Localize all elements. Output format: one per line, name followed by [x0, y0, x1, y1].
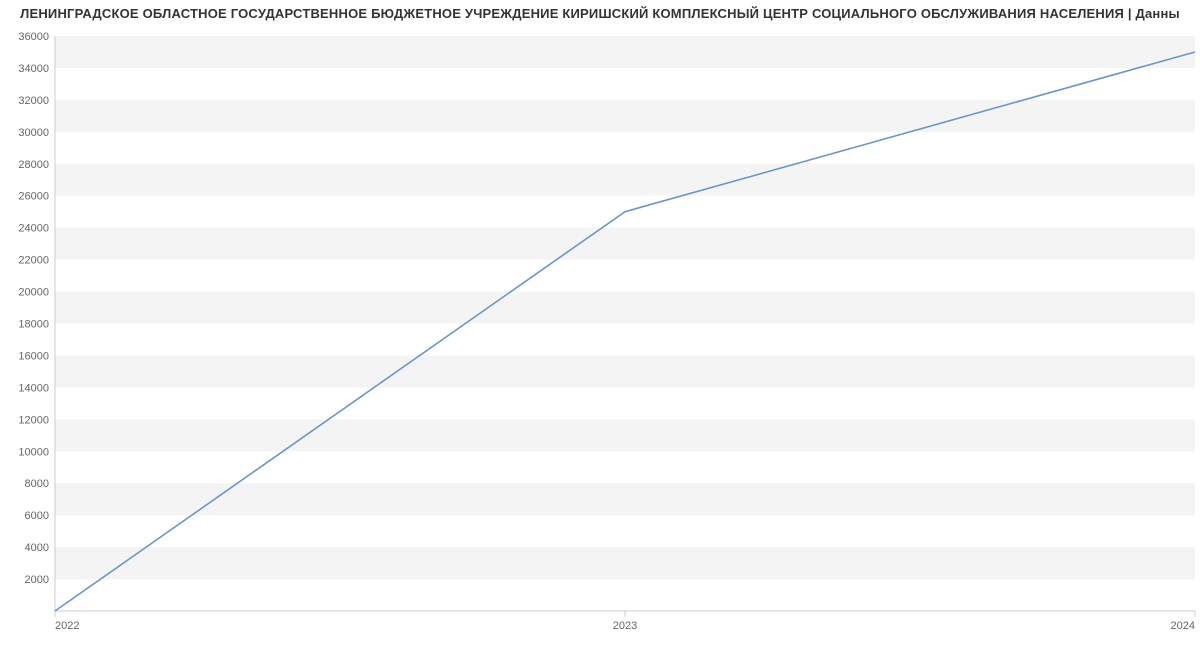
y-tick-label: 6000	[25, 510, 49, 522]
y-tick-label: 36000	[18, 31, 49, 43]
grid-band	[55, 164, 1195, 196]
data-series-line	[55, 52, 1195, 611]
grid-band	[55, 419, 1195, 451]
y-tick-label: 26000	[18, 191, 49, 203]
y-tick-label: 2000	[25, 574, 49, 586]
y-tick-label: 12000	[18, 414, 49, 426]
y-tick-label: 18000	[18, 319, 49, 331]
x-axis: 2022 2023 2024	[55, 611, 1195, 632]
grid-band	[55, 100, 1195, 132]
y-tick-label: 20000	[18, 287, 49, 299]
y-tick-label: 32000	[18, 95, 49, 107]
y-axis: 2000 4000 6000 8000 10000 12000 14000 16000 1800…	[18, 31, 49, 586]
y-tick-label: 14000	[18, 382, 49, 394]
line-chart: 2000 4000 6000 8000 10000 12000 14000 16000 1800…	[0, 21, 1200, 636]
y-tick-label: 4000	[25, 542, 49, 554]
x-tick-label: 2022	[55, 620, 79, 632]
grid-band	[55, 292, 1195, 324]
chart-container: 2000 4000 6000 8000 10000 12000 14000 16000 1800…	[0, 21, 1200, 650]
grid-band	[55, 228, 1195, 260]
x-tick-label: 2023	[613, 620, 637, 632]
y-tick-label: 30000	[18, 127, 49, 139]
x-tick-label: 2024	[1171, 620, 1195, 632]
y-tick-label: 24000	[18, 223, 49, 235]
y-tick-label: 16000	[18, 350, 49, 362]
y-tick-label: 22000	[18, 255, 49, 267]
chart-title: ЛЕНИНГРАДСКОЕ ОБЛАСТНОЕ ГОСУДАРСТВЕННОЕ …	[0, 0, 1200, 21]
y-tick-label: 10000	[18, 446, 49, 458]
y-tick-label: 34000	[18, 63, 49, 75]
grid-band	[55, 483, 1195, 515]
grid-band	[55, 547, 1195, 579]
y-tick-label: 28000	[18, 159, 49, 171]
grid-band	[55, 36, 1195, 68]
grid-band	[55, 355, 1195, 387]
y-tick-label: 8000	[25, 478, 49, 490]
